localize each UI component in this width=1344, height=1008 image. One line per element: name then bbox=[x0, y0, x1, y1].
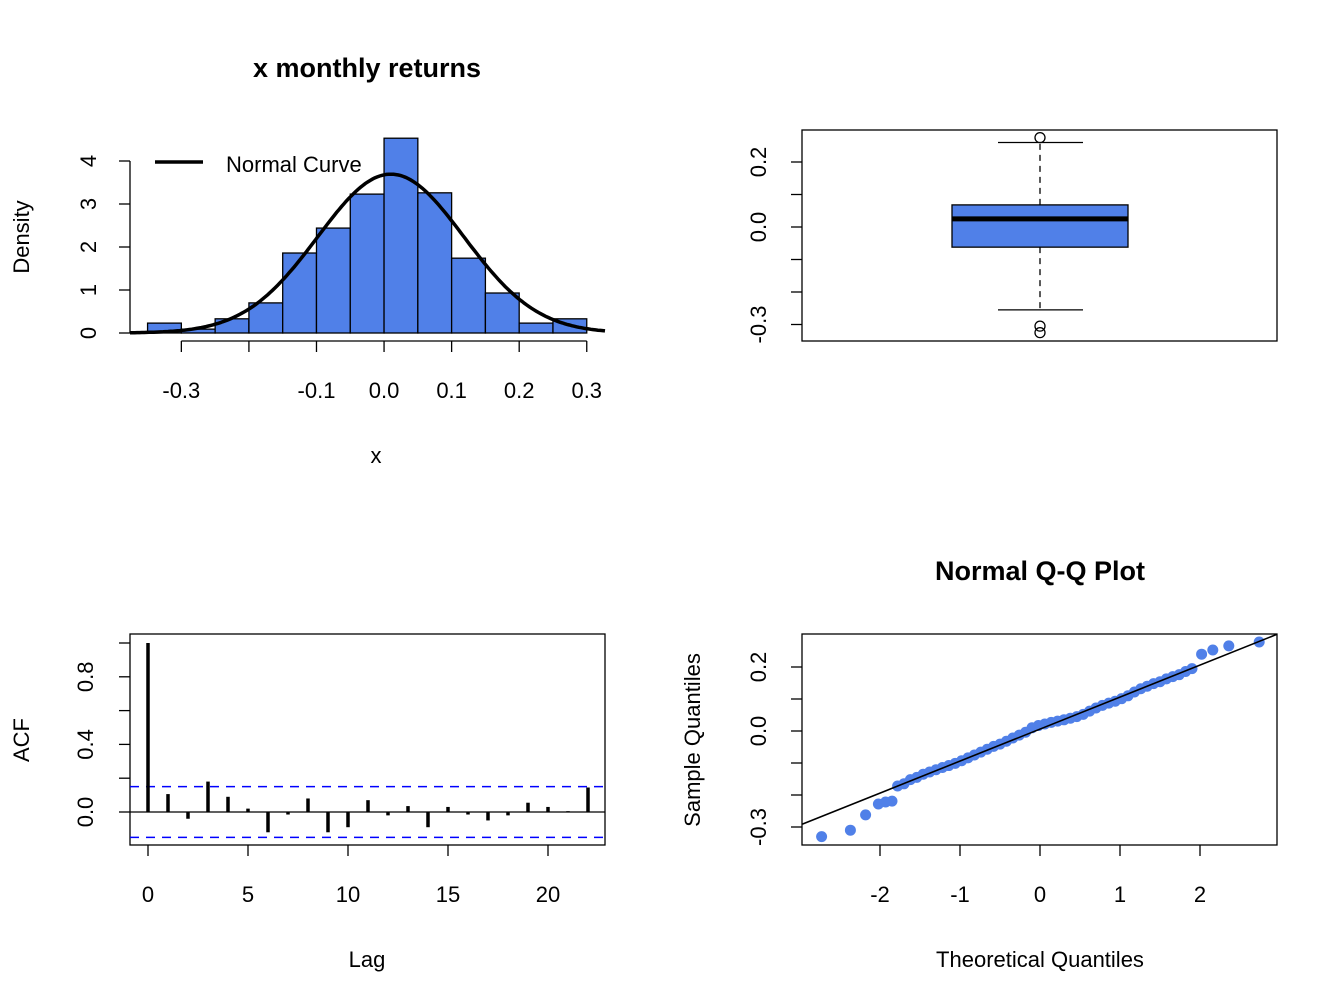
x-tick-label: 15 bbox=[436, 882, 460, 907]
x-tick-label: 0.1 bbox=[436, 378, 467, 403]
plot-frame bbox=[801, 633, 1278, 846]
qq-reference-line bbox=[802, 634, 1277, 825]
chart-title: x monthly returns bbox=[253, 53, 481, 83]
histogram-bar bbox=[282, 252, 318, 334]
qq-point bbox=[816, 831, 828, 843]
y-tick-label: 3 bbox=[76, 198, 101, 210]
y-axis-label: ACF bbox=[9, 718, 34, 762]
box bbox=[951, 204, 1129, 248]
y-tick-label: 0.4 bbox=[73, 729, 98, 760]
normal-curve-line bbox=[130, 172, 606, 335]
y-tick-label: -0.3 bbox=[746, 306, 771, 344]
y-tick-label: 0.0 bbox=[746, 212, 771, 243]
y-tick-label: 0.8 bbox=[73, 662, 98, 693]
x-tick-label: 1 bbox=[1114, 882, 1126, 907]
y-tick-label: 0 bbox=[76, 327, 101, 339]
y-axis-label: Sample Quantiles bbox=[680, 653, 705, 827]
y-tick-label: 4 bbox=[76, 155, 101, 167]
y-tick-label: 1 bbox=[76, 284, 101, 296]
y-tick-label: 0.2 bbox=[746, 652, 771, 683]
histogram-bar bbox=[315, 227, 351, 334]
x-axis-label: Lag bbox=[349, 947, 386, 972]
plot-frame bbox=[801, 129, 1278, 342]
qq-point bbox=[886, 795, 898, 807]
y-tick-label: 0.0 bbox=[746, 716, 771, 747]
x-tick-label: 20 bbox=[536, 882, 560, 907]
x-tick-label: -0.3 bbox=[162, 378, 200, 403]
x-axis-label: Theoretical Quantiles bbox=[936, 947, 1144, 972]
legend-label: Normal Curve bbox=[226, 152, 362, 177]
x-tick-label: 0.2 bbox=[504, 378, 535, 403]
qq-point bbox=[860, 809, 872, 821]
x-tick-label: 0 bbox=[142, 882, 154, 907]
histogram-bar bbox=[518, 322, 554, 334]
x-tick-label: 0.3 bbox=[571, 378, 602, 403]
outlier-point bbox=[1034, 131, 1046, 144]
y-tick-label: 2 bbox=[76, 241, 101, 253]
x-tick-label: 5 bbox=[242, 882, 254, 907]
outlier-point bbox=[1034, 326, 1046, 339]
outlier-point bbox=[1034, 320, 1046, 332]
qq-point bbox=[844, 824, 856, 836]
x-tick-label: -2 bbox=[870, 882, 890, 907]
histogram-bar bbox=[484, 292, 520, 334]
y-tick-label: 0.0 bbox=[73, 797, 98, 828]
histogram-bar bbox=[349, 193, 385, 334]
x-tick-label: 2 bbox=[1194, 882, 1206, 907]
x-axis-label: x bbox=[371, 443, 382, 468]
y-tick-label: 0.2 bbox=[746, 147, 771, 178]
qq-point bbox=[1223, 640, 1235, 652]
chart-title: Normal Q-Q Plot bbox=[935, 556, 1145, 586]
x-tick-label: -0.1 bbox=[298, 378, 336, 403]
histogram-bar bbox=[383, 137, 419, 334]
x-tick-label: 10 bbox=[336, 882, 360, 907]
y-axis-label: Density bbox=[9, 200, 34, 273]
x-tick-label: 0 bbox=[1034, 882, 1046, 907]
qq-point bbox=[1207, 644, 1219, 656]
x-tick-label: -1 bbox=[950, 882, 970, 907]
histogram-bar bbox=[450, 257, 487, 334]
plot-frame bbox=[129, 633, 606, 846]
qq-point bbox=[1196, 648, 1208, 660]
x-tick-label: 0.0 bbox=[369, 378, 400, 403]
y-tick-label: -0.3 bbox=[746, 808, 771, 846]
